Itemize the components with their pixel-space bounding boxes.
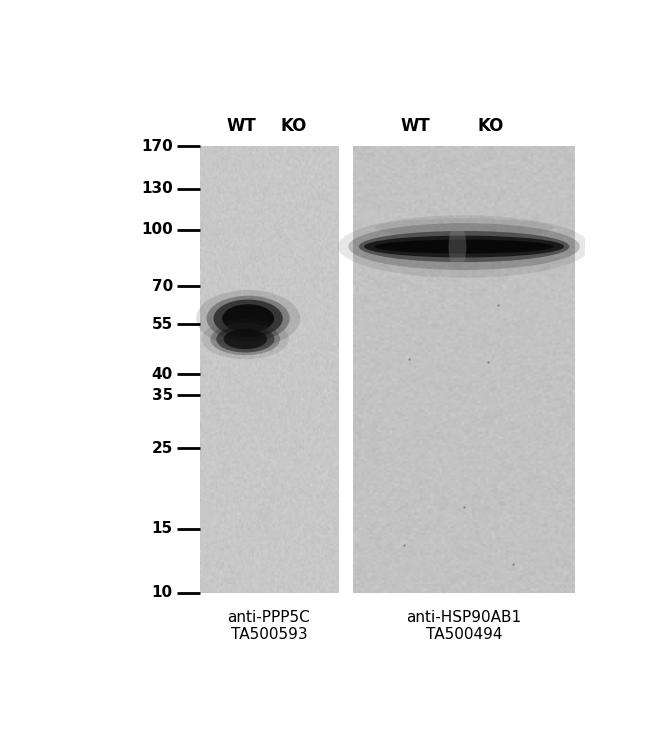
Ellipse shape — [448, 223, 466, 270]
Text: anti-PPP5C
TA500593: anti-PPP5C TA500593 — [227, 610, 310, 642]
Text: 170: 170 — [141, 139, 173, 154]
Ellipse shape — [196, 290, 300, 347]
Text: 25: 25 — [151, 441, 173, 455]
Ellipse shape — [374, 218, 554, 237]
Text: 130: 130 — [141, 181, 173, 196]
Text: WT: WT — [226, 117, 256, 135]
Text: KO: KO — [281, 117, 307, 135]
Ellipse shape — [202, 319, 289, 359]
Text: 100: 100 — [141, 222, 173, 238]
Text: 10: 10 — [152, 585, 173, 600]
Ellipse shape — [207, 296, 290, 341]
Text: WT: WT — [400, 117, 430, 135]
Text: 70: 70 — [151, 279, 173, 293]
Ellipse shape — [216, 325, 274, 352]
Text: 40: 40 — [151, 367, 173, 382]
Ellipse shape — [222, 305, 274, 333]
Ellipse shape — [374, 239, 554, 253]
Text: 35: 35 — [151, 388, 173, 403]
Ellipse shape — [224, 329, 267, 349]
Ellipse shape — [348, 223, 580, 270]
Text: 55: 55 — [151, 317, 173, 331]
Ellipse shape — [338, 215, 590, 278]
Ellipse shape — [211, 323, 280, 355]
Ellipse shape — [359, 231, 569, 262]
Ellipse shape — [364, 236, 564, 258]
Ellipse shape — [213, 299, 283, 337]
Text: 15: 15 — [152, 522, 173, 536]
Text: anti-HSP90AB1
TA500494: anti-HSP90AB1 TA500494 — [406, 610, 522, 642]
Text: KO: KO — [478, 117, 504, 135]
